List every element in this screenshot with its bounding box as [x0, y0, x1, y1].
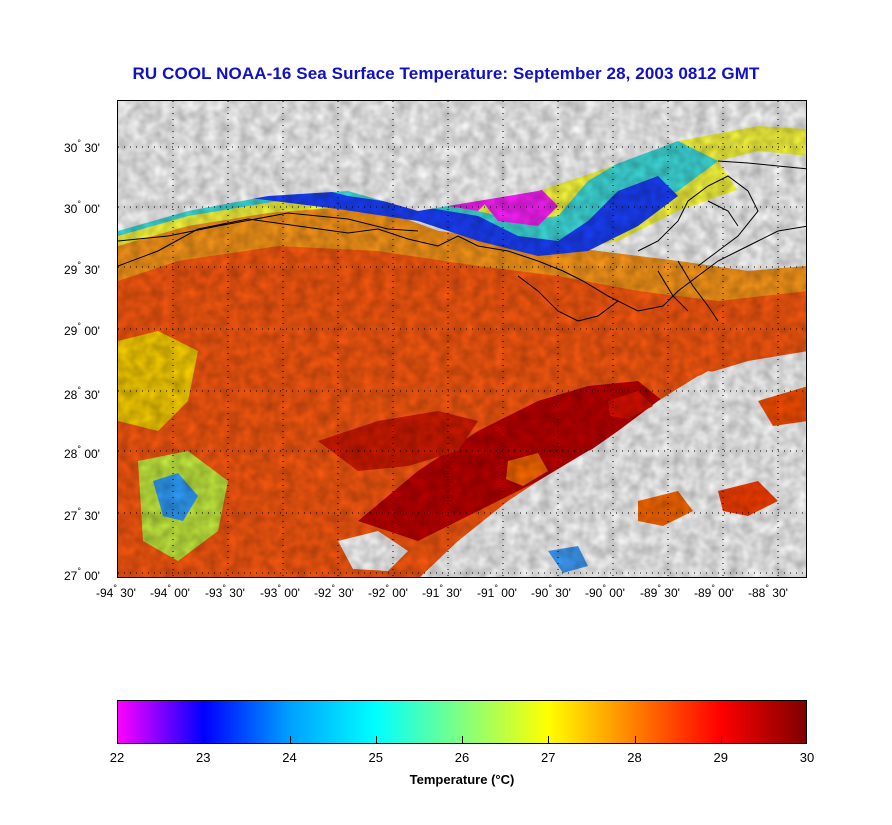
colorbar-tick-label: 27 — [541, 750, 556, 765]
x-tick-label: -94° 00' — [150, 583, 190, 600]
colorbar-tick-mark — [806, 736, 807, 744]
x-tick-label: -92° 30' — [314, 583, 354, 600]
colorbar-tick-mark — [548, 736, 550, 744]
colorbar-tick-label: 25 — [368, 750, 383, 765]
y-tick-label: 28° 30' — [64, 385, 100, 402]
y-tick-label: 29° 00' — [64, 321, 100, 338]
colorbar-tick-mark — [462, 736, 463, 744]
colorbar-tick-mark — [634, 736, 636, 744]
sst-map-svg — [118, 101, 806, 577]
x-tick-label: -91° 30' — [422, 583, 462, 600]
y-tick-label: 29° 30' — [64, 260, 100, 277]
x-tick-label: -90° 00' — [585, 583, 625, 600]
x-tick-label: -92° 00' — [368, 583, 408, 600]
y-tick-label: 28° 00' — [64, 444, 100, 461]
colorbar-tick-label: 23 — [196, 750, 211, 765]
x-tick-label: -93° 30' — [205, 583, 245, 600]
colorbar-tick-label: 28 — [627, 750, 642, 765]
y-tick-label: 27° 30' — [64, 506, 100, 523]
x-tick-label: -89° 30' — [640, 583, 680, 600]
colorbar-tick-label: 26 — [454, 750, 470, 765]
inner-coastline — [118, 160, 806, 242]
x-tick-label: -90° 30' — [531, 583, 571, 600]
colorbar-tick-mark — [720, 736, 722, 744]
colorbar-tick-label: 24 — [282, 750, 297, 765]
x-tick-label: -89° 00' — [694, 583, 734, 600]
colorbar-tick-label: 30 — [799, 750, 815, 765]
colorbar-tick-mark — [203, 736, 205, 744]
delta-coastline — [517, 175, 759, 322]
y-tick-label: 30° 00' — [64, 199, 100, 216]
x-tick-label: -93° 00' — [260, 583, 300, 600]
x-tick-label: -91° 00' — [477, 583, 517, 600]
x-tick-label: -88° 30' — [748, 583, 788, 600]
colorbar-tick-label: 29 — [713, 750, 728, 765]
map-title: RU COOL NOAA-16 Sea Surface Temperature:… — [132, 64, 760, 83]
colorbar-tick-mark — [117, 736, 118, 744]
sst-texture — [118, 101, 806, 577]
colorbar-tick-label: 22 — [109, 750, 125, 765]
y-tick-label: 27° 00' — [64, 566, 100, 583]
colorbar-tick-mark — [289, 736, 291, 744]
x-tick-label: -94° 30' — [96, 583, 136, 600]
y-tick-label: 30° 30' — [64, 138, 100, 155]
colorbar-tick-mark — [375, 736, 377, 744]
sst-map — [117, 100, 807, 578]
graticule — [118, 101, 806, 577]
coastline — [118, 218, 806, 312]
colorbar-label: Temperature (°C) — [409, 772, 515, 787]
